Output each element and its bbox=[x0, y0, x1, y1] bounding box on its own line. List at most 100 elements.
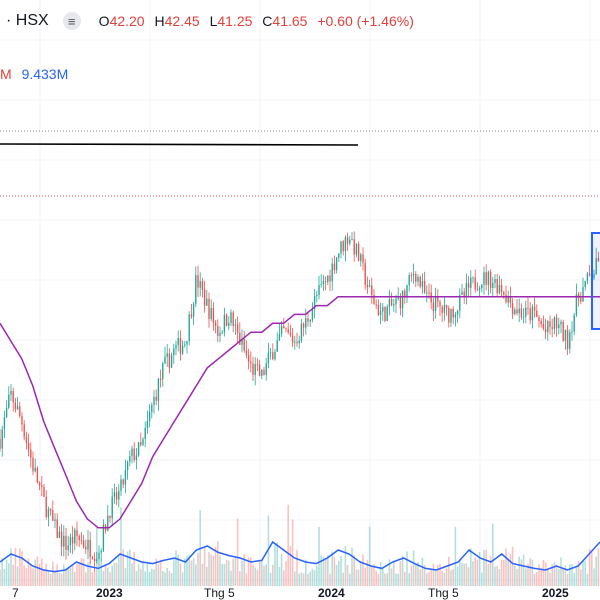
volume-bar bbox=[256, 569, 259, 586]
candle-body bbox=[507, 296, 509, 303]
candle-body bbox=[190, 314, 193, 317]
x-tick-label: Thg 5 bbox=[428, 586, 459, 600]
volume-bar bbox=[459, 559, 461, 586]
candle-body bbox=[159, 378, 162, 380]
candle-body bbox=[208, 298, 210, 320]
selection-rectangle[interactable] bbox=[591, 232, 600, 330]
volume-bar bbox=[45, 563, 47, 586]
volume-bar bbox=[483, 550, 485, 586]
high-label: H bbox=[154, 13, 165, 29]
candle-body bbox=[0, 438, 1, 449]
candle-body bbox=[426, 292, 428, 294]
volume-bar bbox=[549, 572, 551, 586]
candle-body bbox=[269, 352, 272, 354]
candle-body bbox=[408, 275, 410, 286]
candle-body bbox=[212, 308, 215, 323]
volume-bar bbox=[346, 565, 349, 586]
volume-bar bbox=[100, 558, 102, 586]
candle-body bbox=[318, 284, 320, 296]
candle-body bbox=[432, 302, 435, 312]
candle-body bbox=[397, 297, 399, 299]
candle-body bbox=[377, 305, 380, 316]
volume-bar bbox=[577, 560, 580, 586]
volume-bar bbox=[478, 551, 481, 586]
horizontal-line-drawing[interactable] bbox=[0, 143, 359, 146]
candle-body bbox=[280, 326, 283, 334]
candle-body bbox=[49, 509, 52, 511]
volume-bar bbox=[520, 559, 523, 586]
volume-bar bbox=[494, 566, 496, 586]
volume-bar bbox=[421, 557, 424, 586]
volume-bar bbox=[443, 572, 446, 586]
candle-body bbox=[45, 496, 47, 518]
candle-body bbox=[197, 275, 199, 288]
candle-body bbox=[509, 296, 512, 304]
candle-body bbox=[569, 332, 571, 349]
volume-bar bbox=[302, 573, 305, 586]
volume-bar bbox=[575, 567, 578, 586]
candle-body bbox=[173, 348, 175, 356]
candle-body bbox=[245, 350, 248, 356]
volume-bar bbox=[179, 563, 182, 586]
candle-body bbox=[322, 281, 325, 285]
volume-bar bbox=[25, 568, 28, 586]
candle-body bbox=[98, 552, 100, 560]
menu-icon[interactable]: ≡ bbox=[62, 12, 81, 30]
volume-bar bbox=[397, 573, 399, 586]
candle-body bbox=[428, 292, 430, 294]
volume-bar bbox=[225, 560, 228, 586]
volume-bar bbox=[333, 556, 336, 586]
candle-body bbox=[503, 292, 505, 295]
candle-body bbox=[571, 331, 573, 333]
volume-bar bbox=[175, 550, 177, 586]
volume-bar bbox=[309, 571, 311, 586]
candle-body bbox=[300, 323, 303, 341]
volume-bar bbox=[236, 518, 239, 586]
volume-bar bbox=[509, 553, 512, 586]
candle-body bbox=[8, 394, 10, 408]
candle-body bbox=[562, 321, 564, 341]
candle-body bbox=[58, 531, 61, 538]
volume-bar bbox=[305, 559, 307, 586]
candle-body bbox=[118, 490, 120, 500]
volume-bar bbox=[272, 564, 274, 586]
volume-bar bbox=[379, 562, 382, 586]
volume-bar bbox=[195, 564, 197, 586]
candle-body bbox=[192, 303, 195, 317]
candle-body bbox=[5, 407, 8, 418]
volume-bar bbox=[21, 551, 23, 586]
candle-body bbox=[210, 308, 212, 320]
candle-body bbox=[184, 344, 186, 346]
volume-bar bbox=[434, 568, 437, 586]
candle-body bbox=[206, 298, 208, 306]
candle-body bbox=[225, 314, 228, 326]
volume-bar bbox=[3, 568, 6, 586]
candle-body bbox=[307, 318, 309, 322]
volume-bar bbox=[463, 563, 465, 586]
candle-body bbox=[151, 404, 153, 413]
volume-bar bbox=[423, 565, 426, 586]
candle-body bbox=[267, 352, 270, 364]
candle-body bbox=[344, 237, 347, 252]
volume-bar bbox=[203, 548, 206, 586]
candle-body bbox=[71, 536, 74, 544]
candle-body bbox=[430, 292, 432, 303]
volume-bar bbox=[285, 561, 287, 586]
volume-bar bbox=[162, 570, 164, 586]
candle-body bbox=[351, 239, 353, 241]
moving-average-line bbox=[0, 295, 600, 529]
candle-body bbox=[10, 390, 12, 395]
candle-body bbox=[120, 479, 122, 491]
volume-bar bbox=[349, 573, 351, 586]
volume-bar bbox=[252, 564, 254, 586]
candle-body bbox=[170, 355, 173, 368]
volume-bar bbox=[151, 568, 153, 586]
x-tick-label: 2023 bbox=[96, 586, 123, 600]
volume-bar bbox=[60, 573, 63, 586]
candle-body bbox=[52, 510, 54, 521]
candle-body bbox=[311, 309, 314, 320]
candle-body bbox=[386, 306, 388, 322]
volume-bar bbox=[34, 559, 36, 586]
volume-bar bbox=[104, 564, 107, 586]
